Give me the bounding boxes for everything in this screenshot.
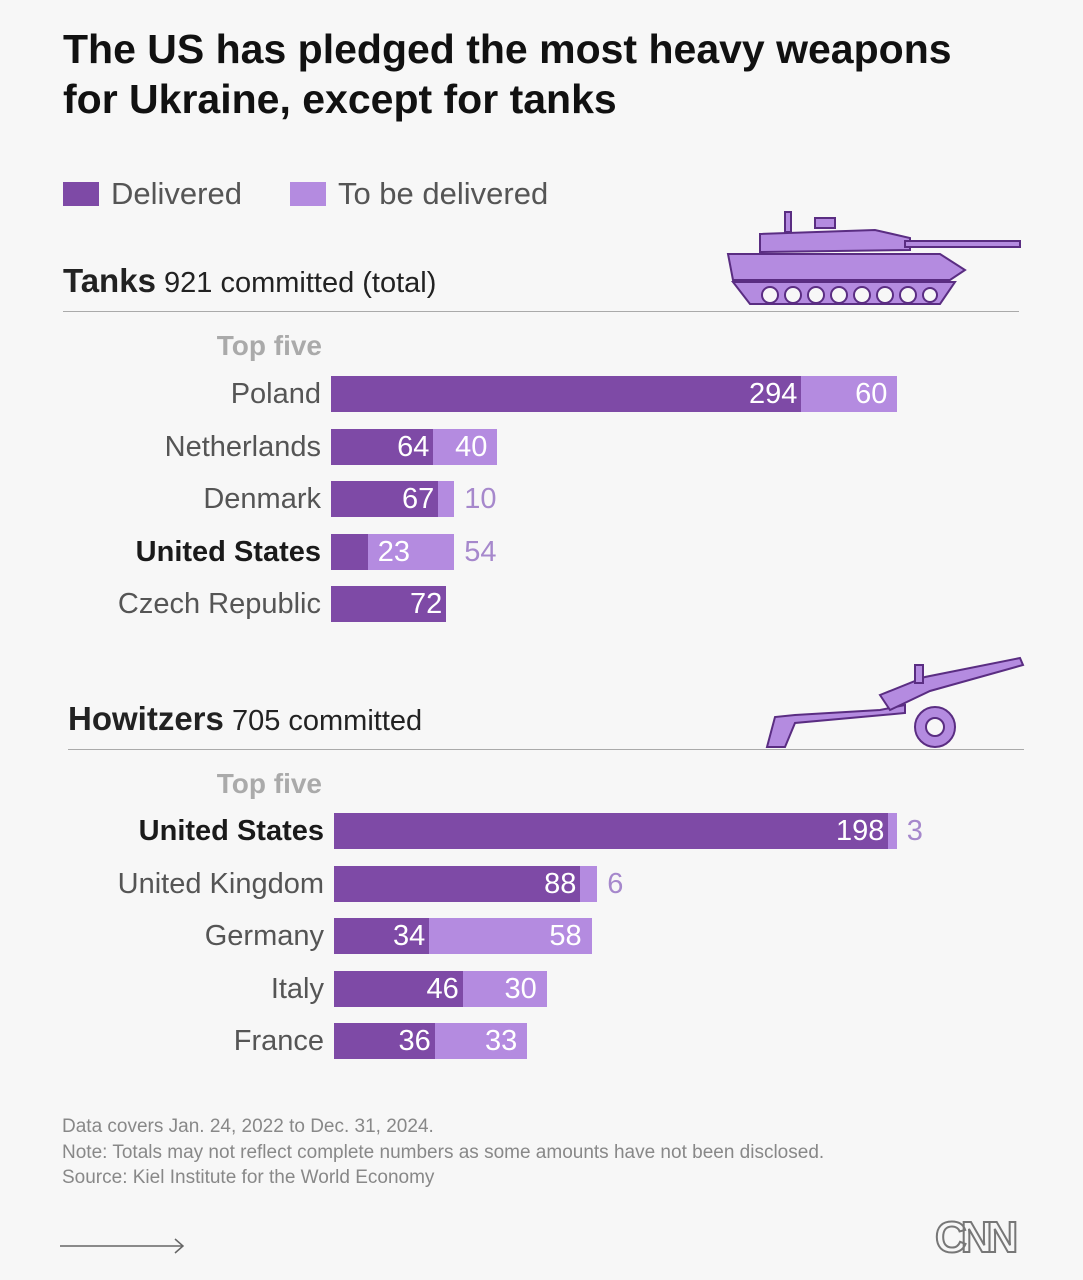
category-label: Italy — [270, 972, 324, 1005]
footnote-source: Source: Kiel Institute for the World Eco… — [62, 1167, 435, 1188]
category-label: Czech Republic — [117, 588, 321, 620]
bar-to-be-delivered — [434, 1023, 528, 1059]
category-label: Poland — [230, 378, 321, 410]
value-label-to-be-delivered: 33 — [484, 1025, 518, 1057]
category-label: Netherlands — [164, 430, 321, 463]
bar-delivered — [331, 586, 447, 622]
footnotes: Data covers Jan. 24, 2022 to Dec. 31, 20… — [62, 1114, 824, 1191]
category-label: United Kingdom — [117, 867, 324, 900]
value-label-delivered: 34 — [392, 920, 426, 952]
footnote-note: Note: Totals may not reflect complete nu… — [62, 1141, 825, 1163]
tanks-subtitle: 921 committed (total) — [164, 267, 437, 299]
bar-row: Poland 294 60 — [0, 376, 1083, 412]
category-label: Germany — [204, 920, 324, 952]
tanks-heading: Tanks — [63, 262, 156, 299]
howitzers-subtitle: 705 committed — [231, 705, 423, 737]
bar-delivered — [334, 1023, 435, 1059]
bar-delivered — [331, 376, 802, 412]
value-label-delivered: 36 — [398, 1025, 431, 1057]
svg-text:CNN: CNN — [935, 1214, 1016, 1260]
value-label-delivered: 64 — [397, 430, 430, 463]
bar-delivered — [334, 865, 581, 902]
bar-to-be-delivered — [438, 481, 455, 517]
bar-to-be-delivered — [429, 918, 592, 954]
value-label-delivered: 72 — [409, 588, 443, 620]
legend-label-delivered: Delivered — [111, 176, 242, 211]
bar-to-be-delivered — [433, 428, 498, 465]
value-label-to-be-delivered: 60 — [855, 378, 888, 410]
howitzers-heading: Howitzers — [68, 700, 224, 737]
cnn-logo: CNN — [935, 1214, 1023, 1260]
category-label: Denmark — [203, 483, 321, 515]
value-label-to-be-delivered: 10 — [464, 483, 497, 515]
howitzers-subheading: Top five — [216, 768, 322, 799]
value-label-delivered: 198 — [836, 815, 885, 847]
value-label-to-be-delivered: 54 — [464, 535, 497, 568]
value-label-to-be-delivered: 3 — [906, 815, 923, 847]
legend-label-to-be-delivered: To be delivered — [337, 176, 549, 211]
bar-row: Germany 34 58 — [0, 918, 1083, 954]
bar-row: France 36 33 — [0, 1023, 1083, 1059]
value-label-delivered: 46 — [426, 972, 459, 1005]
footnote-data-range: Data covers Jan. 24, 2022 to Dec. 31, 20… — [62, 1116, 434, 1137]
legend-swatch-to-be-delivered — [289, 182, 326, 206]
bar-delivered — [334, 813, 889, 849]
bar-to-be-delivered — [367, 533, 455, 570]
bar-delivered — [331, 533, 368, 570]
tanks-section-title: Tanks 921 committed (total) — [63, 262, 436, 300]
value-label-delivered: 23 — [377, 535, 411, 568]
bar-row: United States 198 3 — [0, 813, 1083, 849]
value-label-delivered: 88 — [544, 867, 577, 900]
bar-to-be-delivered — [462, 970, 547, 1007]
howitzers-divider — [68, 749, 1024, 750]
chart-title: The US has pledged the most heavy weapon… — [63, 26, 952, 122]
bar-delivered — [331, 481, 439, 517]
bar-to-be-delivered — [580, 865, 598, 902]
category-label: France — [233, 1025, 324, 1057]
value-label-to-be-delivered: 40 — [455, 430, 488, 463]
legend: Delivered To be delivered — [63, 176, 548, 212]
category-label: United States — [135, 535, 321, 568]
bar-row: Netherlands 64 40 — [0, 428, 1083, 465]
howitzers-section-title: Howitzers 705 committed — [68, 700, 422, 738]
bar-delivered — [334, 918, 430, 954]
bar-row: Czech Republic 72 — [0, 586, 1083, 622]
tanks-divider — [63, 311, 1019, 312]
bar-delivered — [334, 970, 463, 1007]
bar-row: Italy 46 30 — [0, 970, 1083, 1007]
tank-icon — [726, 211, 1021, 305]
tanks-subheading: Top five — [216, 330, 322, 361]
arrow-right-icon — [60, 1238, 185, 1254]
bar-to-be-delivered — [801, 376, 898, 412]
bar-row: Denmark 67 10 — [0, 481, 1083, 517]
value-label-to-be-delivered: 6 — [607, 867, 624, 900]
howitzer-icon — [765, 656, 1025, 748]
bar-to-be-delivered — [888, 813, 897, 849]
bar-delivered — [331, 428, 434, 465]
value-label-to-be-delivered: 30 — [504, 972, 537, 1005]
value-label-delivered: 67 — [401, 483, 435, 515]
value-label-delivered: 294 — [749, 378, 798, 410]
legend-swatch-delivered — [63, 182, 99, 206]
category-label: United States — [138, 815, 324, 847]
bar-row: United States 23 54 — [0, 533, 1083, 570]
bar-row: United Kingdom 88 6 — [0, 865, 1083, 902]
value-label-to-be-delivered: 58 — [549, 920, 582, 952]
